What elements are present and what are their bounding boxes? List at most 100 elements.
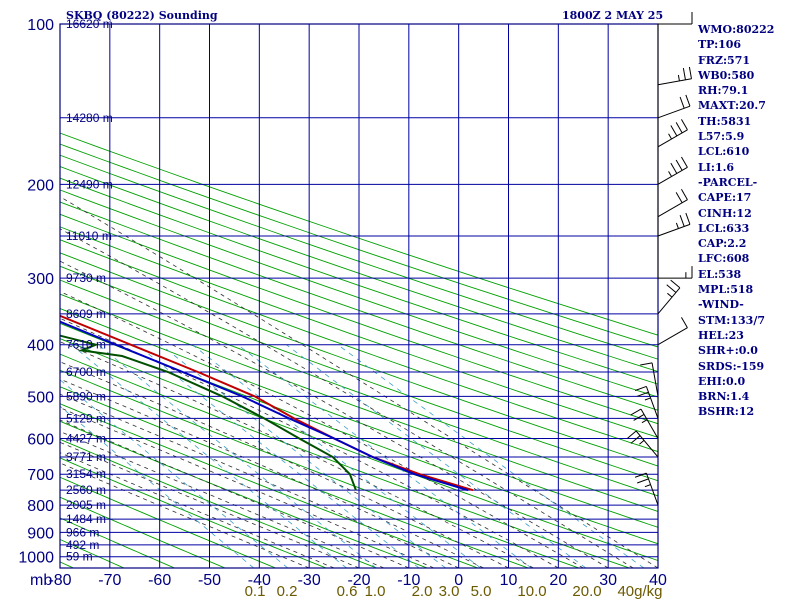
wind-barb — [657, 212, 691, 237]
temperature-tick-label: 30 — [599, 572, 617, 589]
index-line: SHR+:0.0 — [698, 344, 758, 358]
wind-barb — [634, 472, 659, 506]
mixing-ratio-label: 10.0 — [517, 583, 546, 600]
wind-barb-half-flag — [667, 292, 673, 298]
wind-barb-half-flag — [639, 439, 645, 445]
mixing-ratio-line — [60, 379, 289, 568]
dry-adiabat — [60, 386, 529, 568]
temperature-tick-label: -70 — [98, 572, 121, 589]
mixing-ratio-label: 0.2 — [277, 583, 298, 600]
dry-adiabat — [60, 561, 74, 568]
dry-adiabat — [60, 154, 658, 360]
dry-adiabat — [60, 177, 658, 385]
wind-barb-shaft — [657, 78, 692, 86]
index-line: FRZ:571 — [698, 53, 751, 67]
wind-barb-shaft — [645, 472, 659, 506]
temperature-tick-label: -60 — [148, 572, 171, 589]
height-label: 2005 m — [66, 498, 106, 512]
height-label: 3154 m — [66, 467, 106, 481]
mixing-ratio-line — [337, 344, 645, 568]
wind-barb-flag — [682, 67, 686, 80]
dry-adiabat — [60, 369, 579, 568]
wind-barb — [657, 94, 691, 119]
wind-barb — [657, 119, 688, 148]
temperature-tick-label: -40 — [248, 572, 271, 589]
wind-barb — [630, 408, 659, 439]
index-line: WMO:80222 — [698, 23, 775, 36]
wind-barb-flag — [633, 413, 645, 421]
wind-barb-flag — [637, 391, 649, 397]
mixing-ratio-label: 0.1 — [245, 583, 266, 600]
moist-adiabat — [60, 228, 634, 568]
pressure-tick-label: 900 — [27, 525, 54, 542]
mixing-ratio-line — [97, 344, 377, 568]
wind-barb — [634, 385, 659, 419]
wind-barb-shaft — [651, 362, 659, 397]
wind-barb-shaft — [657, 199, 688, 218]
wind-barb-flag — [681, 119, 688, 131]
dry-adiabat — [60, 322, 658, 545]
dry-adiabat — [60, 226, 658, 438]
wind-barb-flag — [630, 408, 642, 416]
chart-datetime: 1800Z 2 MAY 25 — [562, 9, 664, 22]
height-label: 14280 m — [66, 111, 113, 125]
index-line: MAXT:20.7 — [698, 99, 766, 113]
wind-barb-shaft — [657, 129, 688, 148]
wind-barb-shaft — [657, 105, 691, 119]
dry-adiabat — [60, 201, 658, 411]
index-line: L57:5.9 — [698, 130, 745, 144]
height-label: 1484 m — [66, 512, 106, 526]
wind-barb-flag — [666, 284, 677, 293]
wind-barb-flag — [685, 94, 691, 107]
mixing-ratio-line — [71, 344, 347, 568]
height-label: 12490 m — [66, 177, 113, 191]
height-label: 6700 m — [66, 365, 106, 379]
temperature-tick-label: 40 — [649, 572, 667, 589]
mixing-ratio-label: 1.0 — [365, 583, 386, 600]
height-label: 7610 m — [66, 338, 106, 352]
height-label: 16620 m — [66, 17, 113, 31]
temperature-tick-label: -20 — [347, 572, 370, 589]
mixing-ratio-line — [160, 344, 446, 568]
moist-adiabat — [60, 260, 609, 568]
mixing-ratio-label: 0.6 — [337, 583, 358, 600]
wind-barb — [658, 266, 693, 279]
indices-panel: WMO:80222 TP:106 FRZ:571 WB0:580 RH:79.1 MAXT… — [698, 22, 774, 420]
dry-adiabat — [60, 496, 226, 568]
moist-adiabat — [60, 378, 484, 568]
pressure-tick-label: 800 — [27, 498, 54, 515]
height-label: 8609 m — [66, 307, 106, 321]
index-line: LCL:610 — [698, 145, 750, 159]
wind-barb-flag — [681, 156, 688, 168]
wind-barb-flag — [670, 279, 681, 289]
moist-adiabat — [60, 291, 584, 568]
dry-adiabat — [60, 213, 658, 425]
dry-adiabat — [60, 239, 658, 453]
moist-adiabat — [60, 341, 534, 568]
index-line: TP:106 — [698, 38, 742, 52]
height-label: 966 m — [66, 525, 99, 539]
wind-barb-half-flag — [675, 222, 679, 229]
wind-barb-half-flag — [644, 397, 651, 401]
index-line: STM:133/7 — [698, 313, 765, 327]
wind-barb-half-flag — [668, 171, 672, 177]
mixing-ratio-label: 2.0 — [412, 583, 433, 600]
wind-barb-flag — [640, 362, 653, 366]
index-line: TH:5831 — [698, 114, 752, 128]
pressure-tick-label: 100 — [27, 17, 54, 34]
plot-frame — [59, 23, 659, 569]
wind-barb — [626, 430, 659, 458]
mixing-ratio-line — [192, 344, 481, 568]
wind-barb — [658, 12, 693, 25]
wind-barb-flag — [675, 122, 683, 134]
dry-adiabat — [60, 353, 630, 568]
index-line: LI:1.6 — [698, 160, 735, 174]
index-line: EHI:0.0 — [698, 374, 746, 388]
dry-adiabat — [60, 293, 658, 512]
height-label: 2560 m — [66, 483, 106, 497]
mixing-ratio-line — [136, 344, 420, 568]
dry-adiabat — [60, 457, 327, 568]
dry-adiabat — [60, 265, 658, 482]
height-label: 11010 m — [66, 229, 112, 243]
